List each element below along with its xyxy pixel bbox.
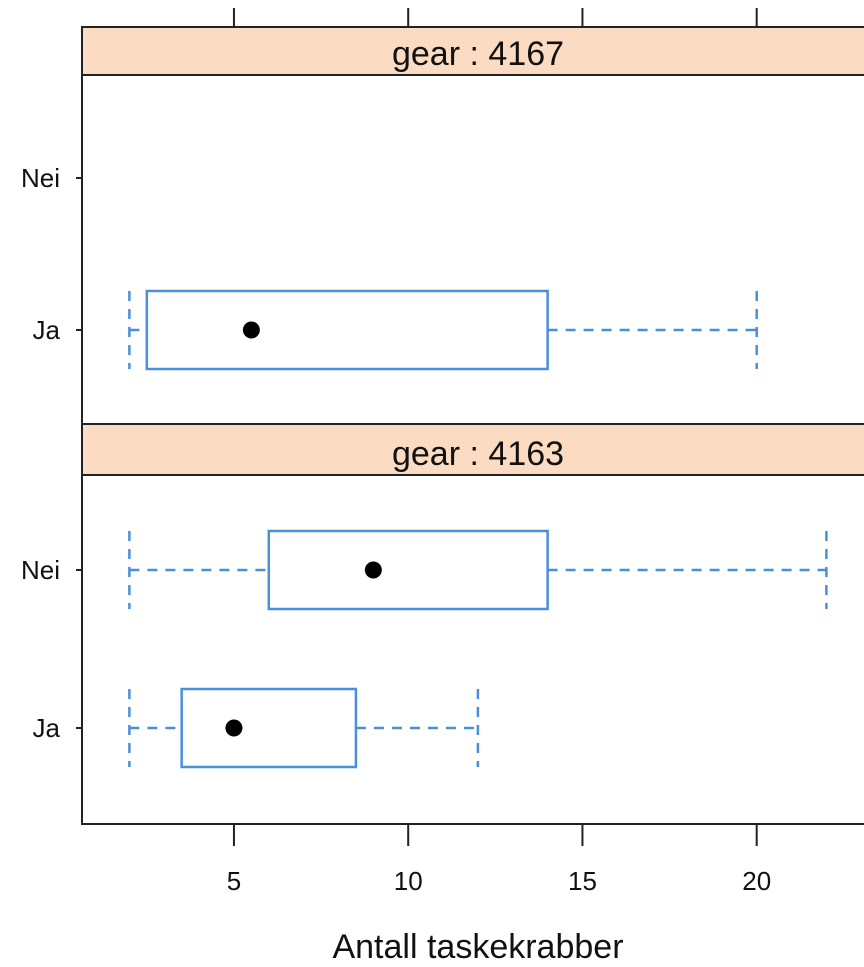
strip-label: gear : 4163 [392,435,564,473]
panels-layer: gear : 4167 Nei Ja gear : 4163 Nei Ja [21,26,864,825]
panel-1: gear : 4163 Nei Ja [21,423,864,825]
median-dot [364,561,382,579]
y-label-ja: Ja [33,315,61,345]
x-tick-label: 5 [227,866,241,896]
x-tick-label: 15 [568,866,597,896]
strip-label: gear : 4167 [392,35,564,73]
median-dot [225,719,243,737]
x-axis-title: Antall taskekrabber [332,928,623,966]
panel-frame [81,474,864,825]
y-label-ja: Ja [33,713,61,743]
iqr-box [180,687,358,769]
boxplot-ja [128,289,758,371]
boxplot-ja [128,687,480,769]
x-tick-label: 10 [394,866,423,896]
x-tick-label: 20 [742,866,771,896]
median-dot [242,321,260,339]
panel-0: gear : 4167 Nei Ja [21,26,864,425]
x-axis: 5 10 15 20 [227,8,771,896]
y-label-nei: Nei [21,555,60,585]
iqr-box [145,289,549,371]
boxplot-nei [128,529,828,611]
y-label-nei: Nei [21,163,60,193]
panel-frame [81,74,864,425]
strip-background [81,26,864,76]
iqr-box [267,529,549,611]
